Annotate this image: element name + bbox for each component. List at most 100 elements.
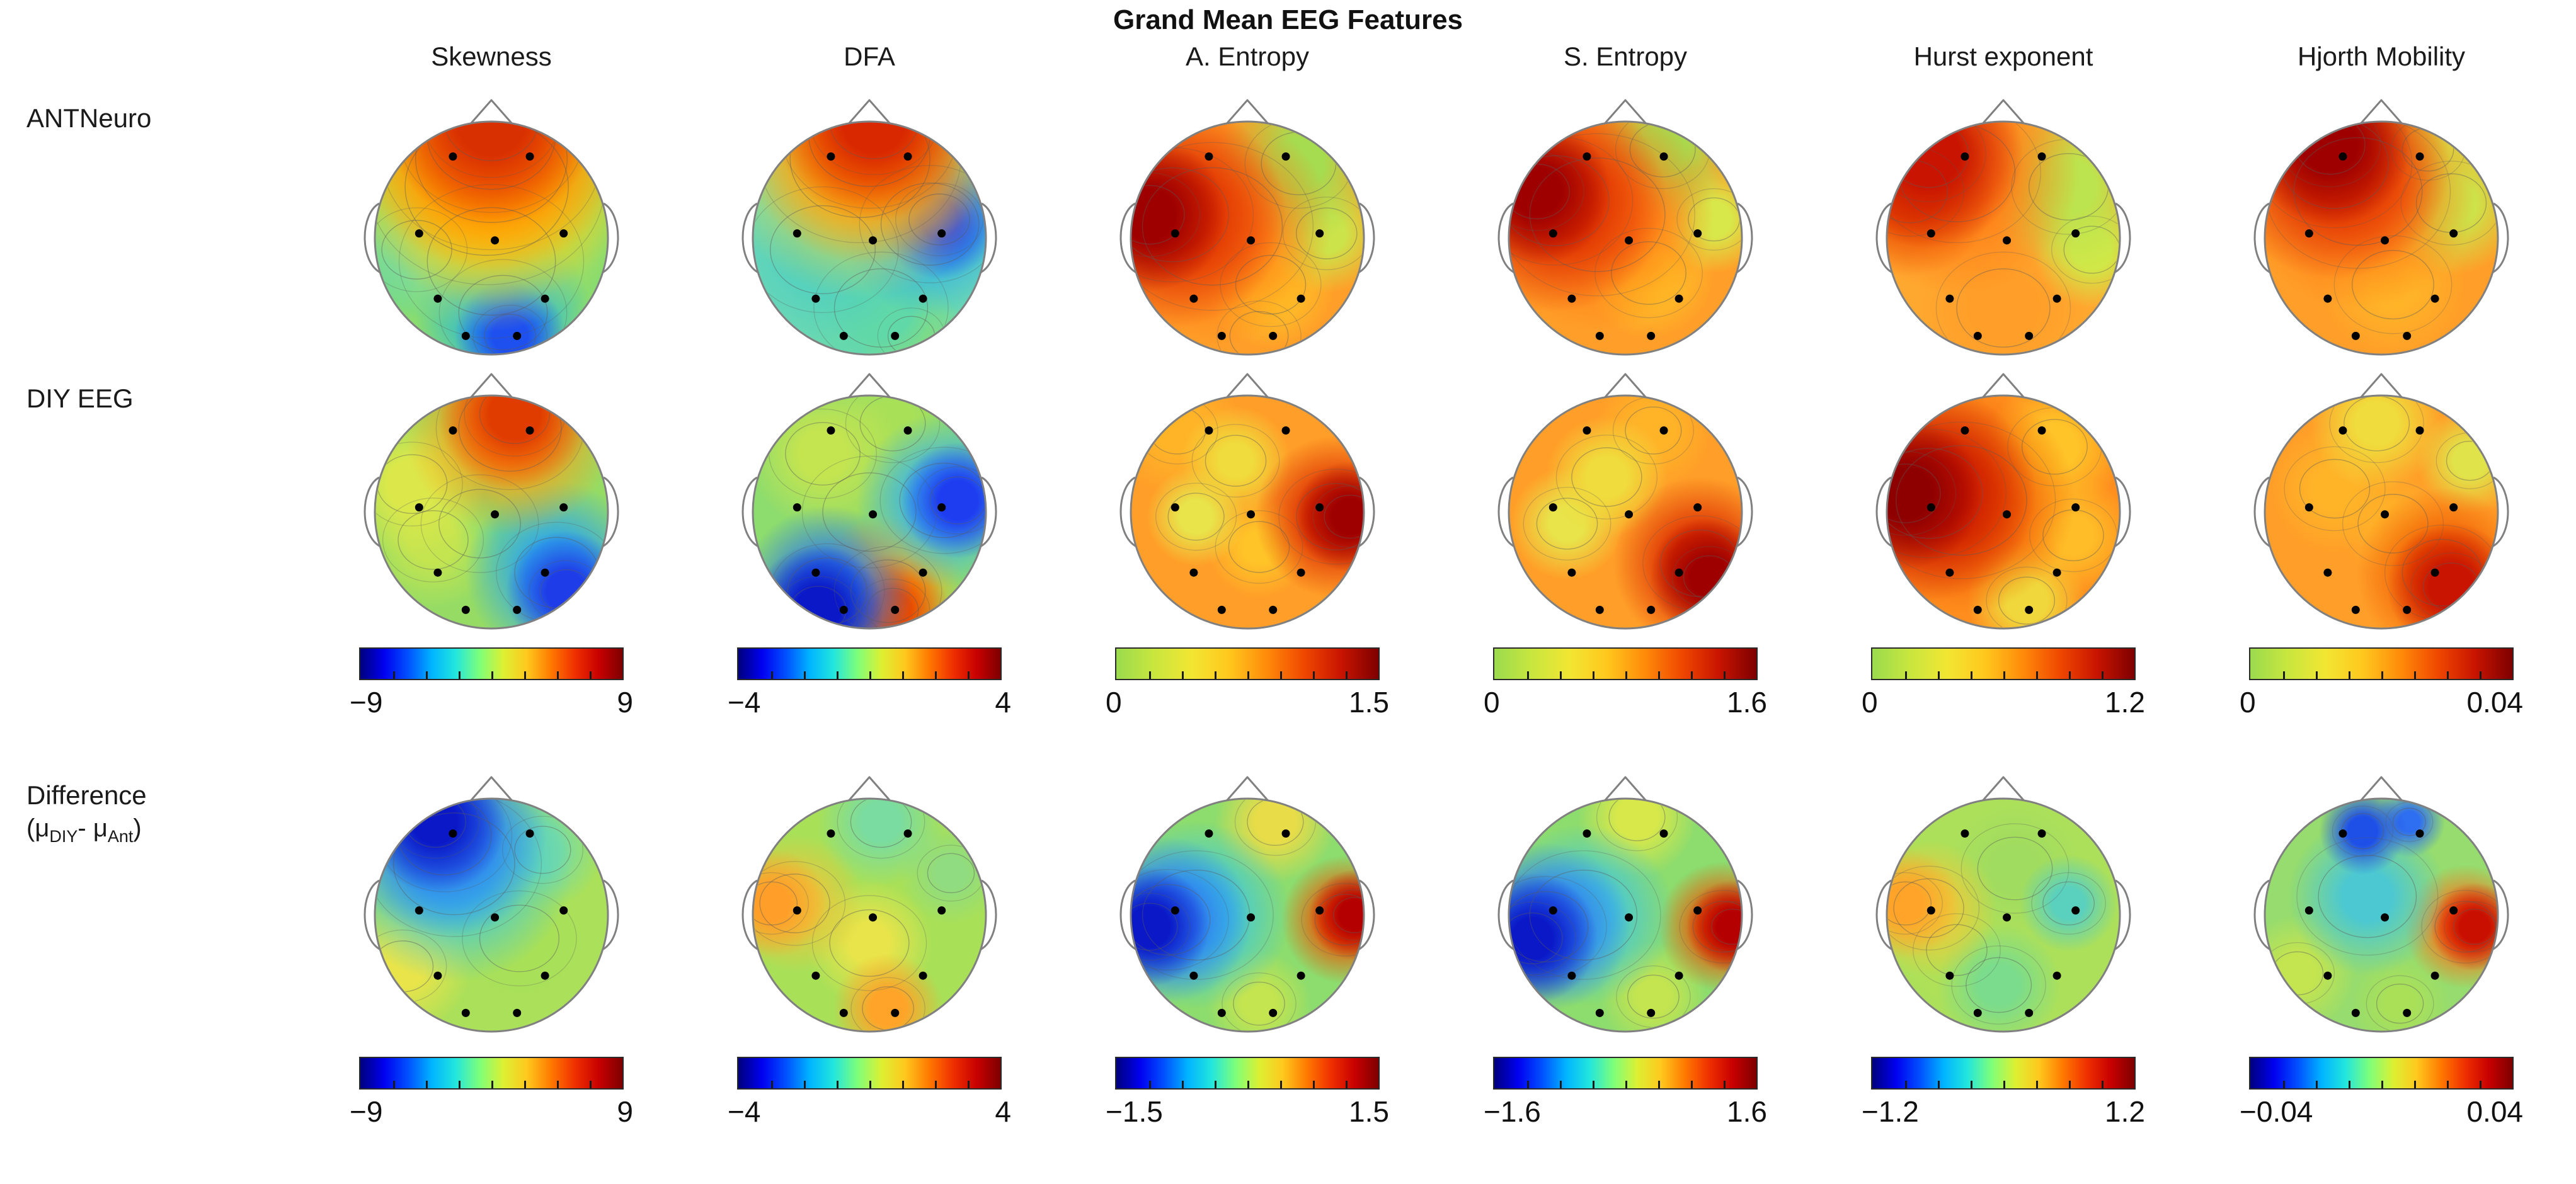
colorbar-tick [1313, 1081, 1315, 1088]
electrode-dot [1567, 294, 1576, 303]
colorbar-labels: 0 1.2 [1862, 685, 2145, 719]
electrode-dots [1171, 426, 1324, 614]
head-overlay [1130, 120, 1365, 355]
difference-formula-post: ) [133, 814, 142, 842]
head-overlay [374, 797, 609, 1032]
colorbar-labels: 0 1.6 [1484, 685, 1767, 719]
head-overlay [1508, 120, 1743, 355]
electrode-dot [1205, 426, 1213, 435]
topomap-surface [2265, 121, 2498, 355]
topoplot-antneuro-s-entropy [1493, 90, 1758, 367]
electrode-dot [827, 426, 835, 435]
colorbar-tick [1658, 1081, 1660, 1088]
colorbar-difference-hjorth-mobility: −0.04 0.04 [2240, 1057, 2523, 1129]
electrode-dot [869, 913, 878, 921]
electrode-dots [1548, 829, 1702, 1017]
electrode-dot [491, 509, 500, 518]
electrode-dot [2071, 906, 2080, 914]
topoplot-difference-s-entropy [1493, 767, 1758, 1044]
head-outline [2264, 120, 2499, 355]
electrode-dot [811, 294, 820, 303]
electrode-dot [1659, 152, 1668, 161]
head-outline [752, 394, 987, 629]
electrode-dot [1205, 829, 1213, 838]
electrode-dot [541, 294, 549, 303]
colorbar-labels: −9 9 [350, 1095, 633, 1129]
electrode-dot [2351, 1008, 2360, 1017]
electrode-dot [2025, 331, 2034, 340]
colorbar-max-label: 1.5 [1349, 1095, 1389, 1128]
electrode-dot [2403, 605, 2412, 614]
colorbar-gradient [1493, 647, 1758, 680]
electrode-dot [1693, 503, 1702, 511]
electrode-dot [919, 294, 927, 303]
electrode-dot [2071, 229, 2080, 237]
electrode-dot [2351, 331, 2360, 340]
topomap-surface [2265, 395, 2498, 629]
topomap-surface [2265, 798, 2498, 1032]
electrode-dot [1625, 913, 1634, 921]
colorbar-tick [1280, 671, 1282, 679]
electrode-dot [1945, 294, 1954, 303]
figure-grid: Skewness DFA A. Entropy S. Entropy Hurst… [0, 38, 2570, 1181]
contour-lines [2284, 396, 2497, 620]
electrode-dot [1315, 229, 1324, 237]
colorbar-tick [1346, 1081, 1348, 1088]
electrode-dot [1674, 568, 1683, 577]
electrode-dot [1315, 906, 1324, 914]
head-outline [1886, 120, 2121, 355]
head-outline [752, 797, 987, 1032]
topomap-surface [753, 798, 986, 1032]
topoplot-difference-skewness [359, 767, 624, 1044]
head-outline [1130, 797, 1365, 1032]
electrode-dot [1171, 906, 1179, 914]
colorbar-gradient [359, 647, 624, 680]
head-overlay [1886, 797, 2121, 1032]
head-outline [374, 394, 609, 629]
electrode-dot [937, 503, 946, 511]
electrode-dots [1171, 829, 1324, 1017]
contour-lines [754, 122, 985, 353]
head-overlay [752, 797, 987, 1032]
electrode-dot [415, 906, 423, 914]
colorbar-difference-s-entropy: −1.6 1.6 [1484, 1057, 1767, 1129]
colorbar-tick [1938, 671, 1940, 679]
colorbar-tick [1313, 671, 1315, 679]
head-overlay [1130, 797, 1365, 1032]
electrode-dot [415, 229, 423, 237]
electrode-dot [1659, 426, 1668, 435]
electrode-dot [1548, 906, 1557, 914]
electrode-dot [1693, 906, 1702, 914]
electrode-dot [2304, 229, 2313, 237]
electrode-dots [1171, 152, 1324, 340]
electrode-dot [793, 503, 801, 511]
colorbar-tick [2349, 1081, 2350, 1088]
colorbar-max-label: 1.6 [1727, 1095, 1767, 1128]
row-label-difference: Difference (μDIY- μAnt) [0, 765, 147, 847]
head-outline [1886, 394, 2121, 629]
electrode-dot [541, 971, 549, 980]
colorbar-tick [1625, 671, 1627, 679]
head-overlay [374, 394, 609, 629]
head-outline [1886, 797, 2121, 1032]
colorbar-tick [557, 671, 559, 679]
electrode-dot [1973, 331, 1982, 340]
contour-lines [769, 396, 985, 627]
topomap-surface [1131, 395, 1364, 629]
electrode-dot [513, 605, 522, 614]
colorbar-tick [2447, 1081, 2449, 1088]
column-header-dfa: DFA [844, 42, 895, 71]
contour-lines [1510, 799, 1741, 1028]
electrode-dot [1595, 331, 1604, 340]
topomap-surface [753, 121, 986, 355]
difference-formula-sub-ant: Ant [107, 826, 134, 846]
colorbar-difference-hurst-exponent: −1.2 1.2 [1862, 1057, 2145, 1129]
electrode-dot [793, 906, 801, 914]
electrode-dots [793, 152, 946, 340]
electrode-dot [1973, 605, 1982, 614]
colorbar-tick [968, 671, 970, 679]
topoplot-difference-hurst-exponent [1871, 767, 2136, 1044]
colorbar-tick [1691, 1081, 1693, 1088]
electrode-dot [1945, 971, 1954, 980]
